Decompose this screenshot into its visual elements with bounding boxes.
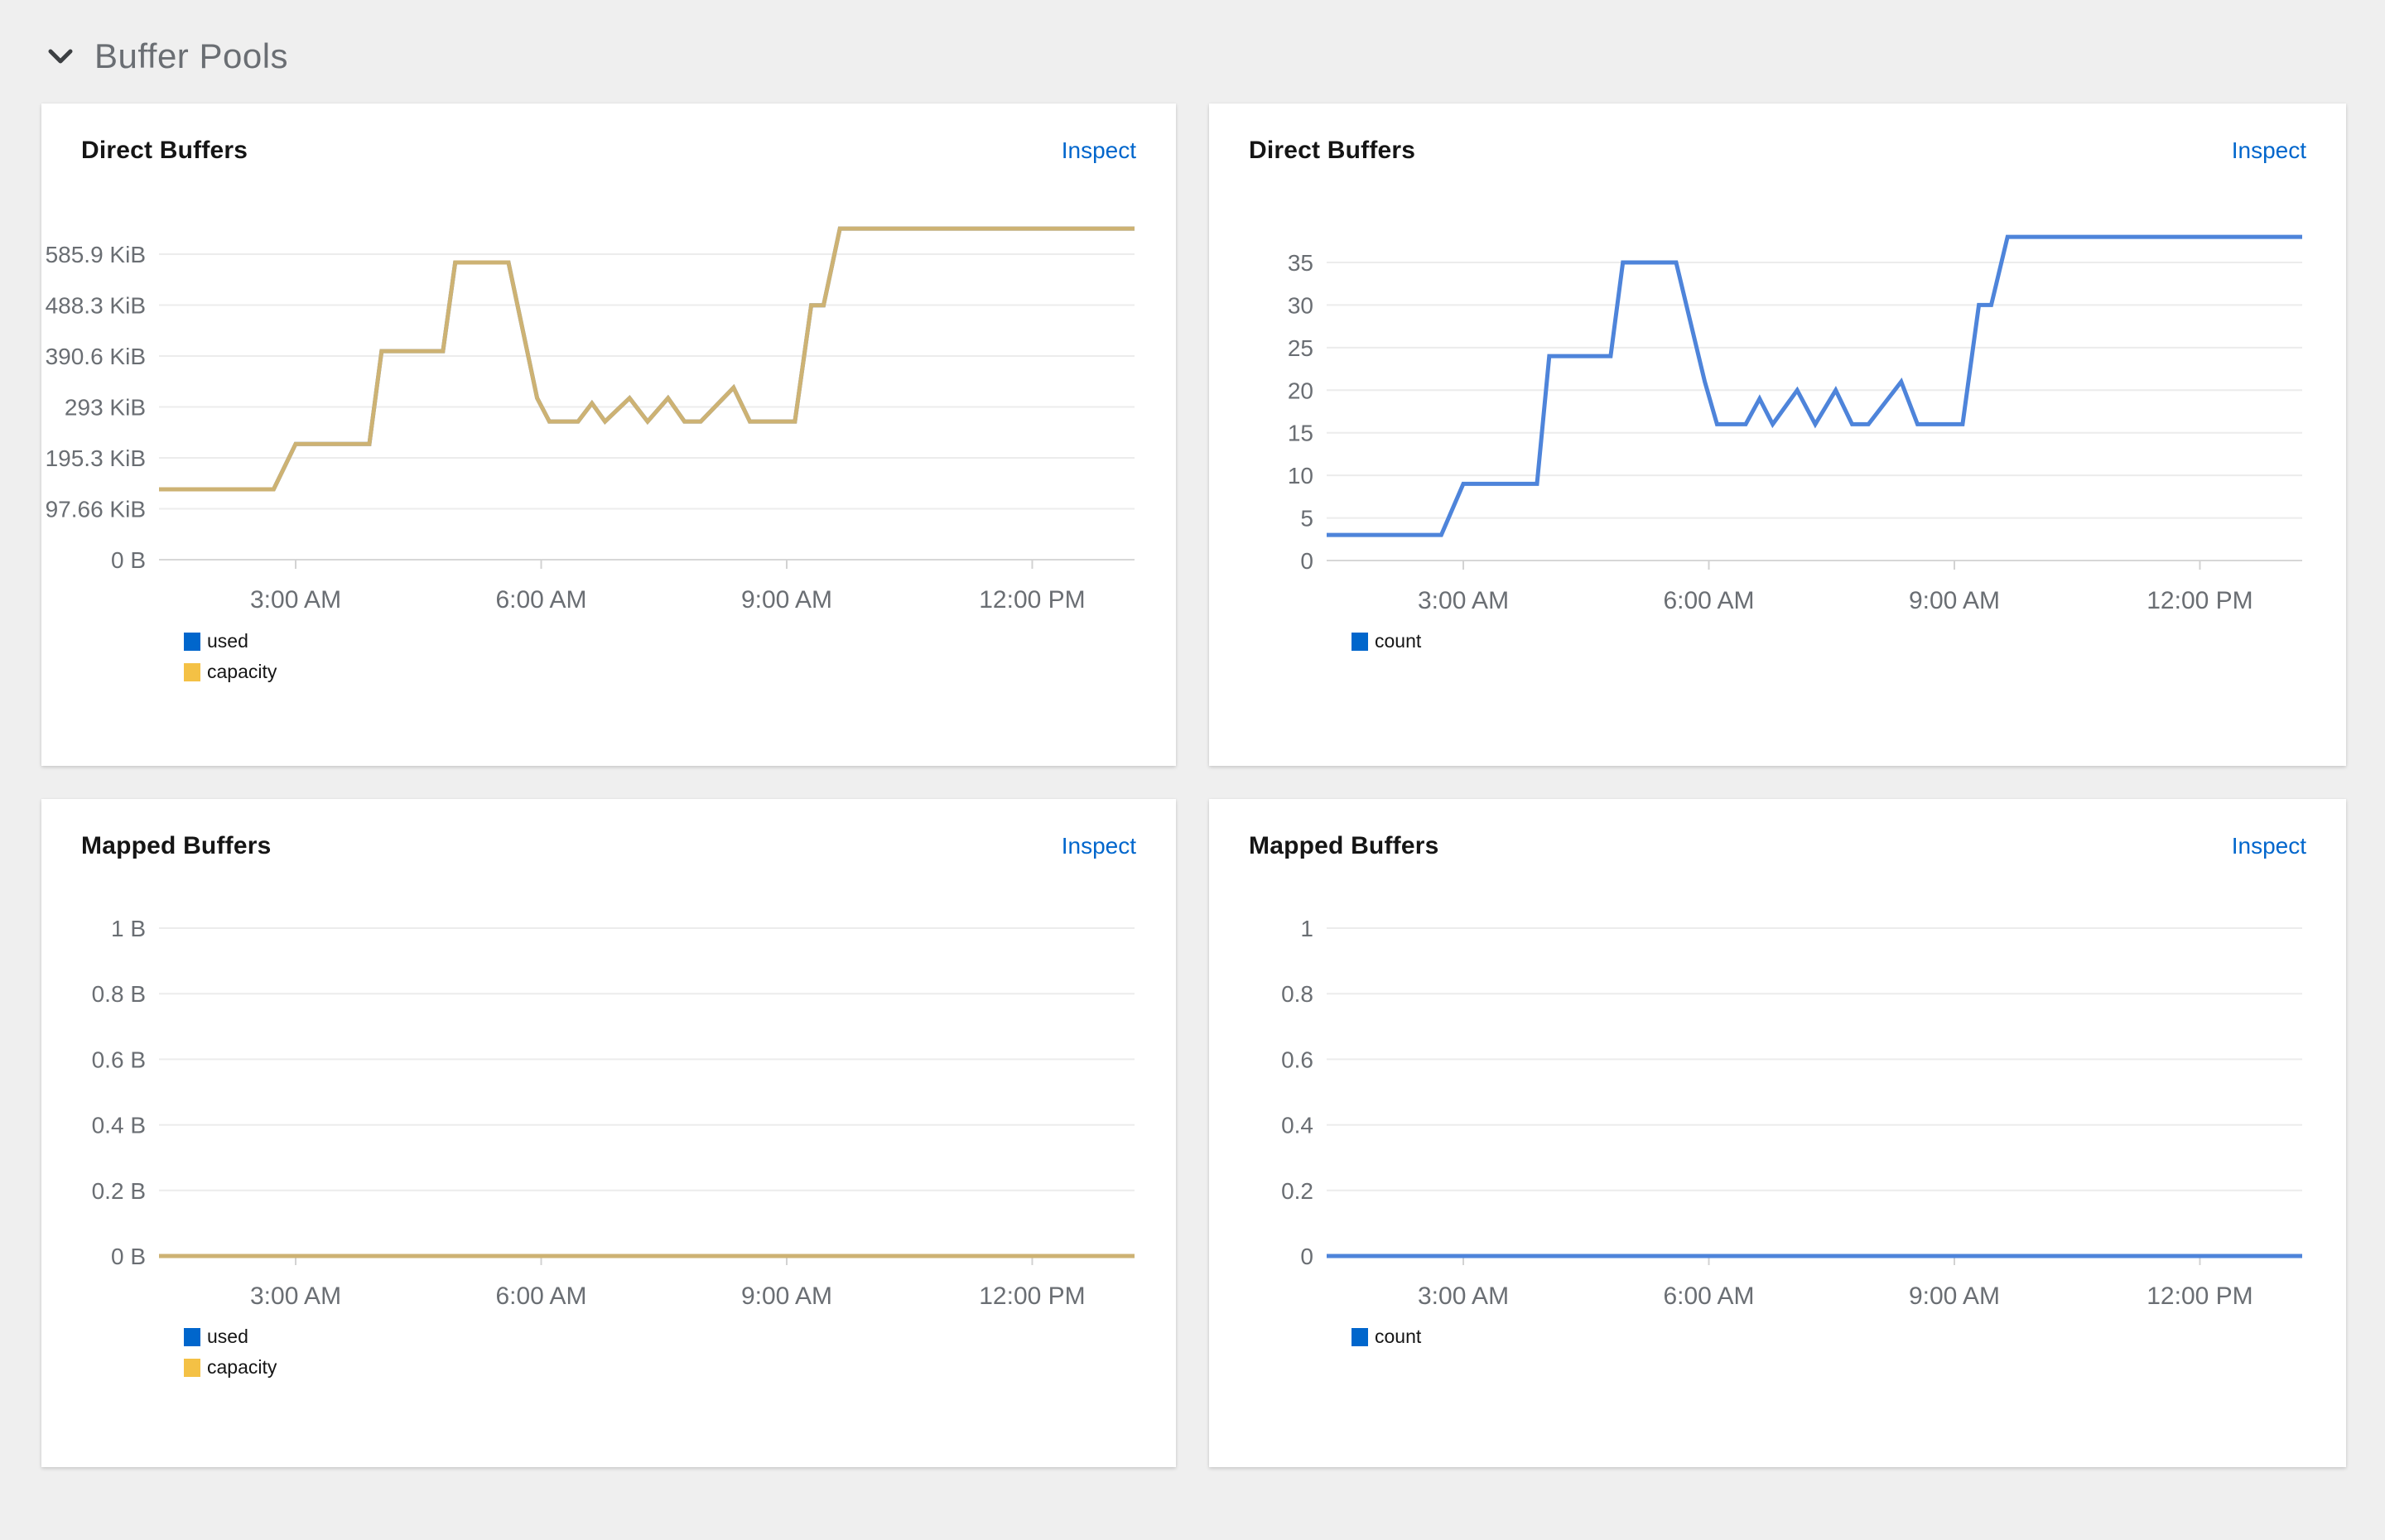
svg-text:15: 15 xyxy=(1288,421,1313,446)
legend-label: count xyxy=(1375,1326,1422,1347)
mapped-buffers-count-chart: 0 0.2 0.4 0.6 0.8 1 3:00 AM 6:00 AM 9:00 AM 12:00… xyxy=(1281,916,2302,1310)
card-title: Direct Buffers xyxy=(1249,137,1416,164)
svg-text:3:00 AM: 3:00 AM xyxy=(1418,587,1509,614)
card-title: Mapped Buffers xyxy=(81,832,272,859)
svg-text:0 B: 0 B xyxy=(111,1244,146,1269)
svg-text:0.8 B: 0.8 B xyxy=(92,981,146,1007)
inspect-link[interactable]: Inspect xyxy=(2231,137,2306,163)
svg-text:3:00 AM: 3:00 AM xyxy=(250,586,341,614)
legend-item-count[interactable]: count xyxy=(1352,1326,1421,1348)
svg-text:0.2: 0.2 xyxy=(1281,1178,1313,1204)
legend-item-capacity[interactable]: capacity xyxy=(184,1356,277,1379)
svg-text:0 B: 0 B xyxy=(111,547,146,573)
svg-text:0.6: 0.6 xyxy=(1281,1047,1313,1072)
section-toggle-buffer-pools[interactable]: Buffer Pools xyxy=(48,36,288,76)
used-legend-swatch xyxy=(184,632,200,651)
section-title: Buffer Pools xyxy=(94,36,289,75)
chevron-down-icon[interactable] xyxy=(48,48,73,65)
svg-text:0: 0 xyxy=(1300,548,1313,574)
svg-text:0.6 B: 0.6 B xyxy=(92,1047,146,1072)
legend-label: capacity xyxy=(207,1356,277,1378)
svg-text:1: 1 xyxy=(1300,916,1313,941)
count-legend-swatch xyxy=(1352,632,1368,651)
svg-text:5: 5 xyxy=(1300,506,1313,532)
svg-text:12:00 PM: 12:00 PM xyxy=(979,1283,1085,1310)
svg-text:488.3 KiB: 488.3 KiB xyxy=(46,292,146,318)
svg-text:12:00 PM: 12:00 PM xyxy=(2146,1283,2252,1310)
mapped-buffers-memory-chart: 0 B 0.2 B 0.4 B 0.6 B 0.8 B 1 B 3:00 AM 6:00 AM… xyxy=(92,916,1135,1310)
direct-buffers-memory-chart: 0 B 97.66 KiB 195.3 KiB 293 KiB 390.6 KiB 488… xyxy=(46,226,1135,614)
legend-item-used[interactable]: used xyxy=(184,630,277,652)
capacity-legend-swatch xyxy=(184,1358,200,1377)
card-title: Direct Buffers xyxy=(81,137,248,164)
card-mapped-buffers-count: Mapped Buffers Inspect 0 0.2 0.4 0.6 0.8 1 3:0… xyxy=(1209,799,2346,1467)
svg-text:1 B: 1 B xyxy=(111,916,146,941)
svg-text:3:00 AM: 3:00 AM xyxy=(250,1283,341,1310)
inspect-link[interactable]: Inspect xyxy=(1061,137,1136,163)
svg-text:0.4: 0.4 xyxy=(1281,1113,1313,1138)
svg-text:6:00 AM: 6:00 AM xyxy=(495,1283,586,1310)
used-legend-swatch xyxy=(184,1327,200,1346)
svg-text:0.8: 0.8 xyxy=(1281,981,1313,1007)
svg-text:9:00 AM: 9:00 AM xyxy=(1909,587,2000,614)
svg-text:6:00 AM: 6:00 AM xyxy=(1663,1283,1754,1310)
legend-label: count xyxy=(1375,630,1422,652)
card-grid: Direct Buffers Inspect 0 B 97.66 KiB 195.3… xyxy=(41,103,2346,1467)
svg-text:25: 25 xyxy=(1288,335,1313,361)
svg-text:390.6 KiB: 390.6 KiB xyxy=(46,344,146,369)
svg-text:9:00 AM: 9:00 AM xyxy=(741,1283,832,1310)
svg-text:293 KiB: 293 KiB xyxy=(65,394,146,420)
svg-text:12:00 PM: 12:00 PM xyxy=(2146,587,2252,614)
legend-label: used xyxy=(207,630,248,652)
svg-text:0: 0 xyxy=(1300,1244,1313,1269)
card-title: Mapped Buffers xyxy=(1249,832,1439,859)
svg-text:3:00 AM: 3:00 AM xyxy=(1418,1283,1509,1310)
card-mapped-buffers-memory: Mapped Buffers Inspect 0 B 0.2 B 0.4 B 0.6 … xyxy=(41,799,1176,1467)
legend-item-capacity[interactable]: capacity xyxy=(184,661,277,683)
svg-text:6:00 AM: 6:00 AM xyxy=(495,586,586,614)
legend-label: used xyxy=(207,1326,248,1347)
legend-label: capacity xyxy=(207,661,277,682)
svg-text:195.3 KiB: 195.3 KiB xyxy=(46,445,146,471)
svg-text:0.2 B: 0.2 B xyxy=(92,1178,146,1204)
legend-item-used[interactable]: used xyxy=(184,1326,277,1348)
svg-text:30: 30 xyxy=(1288,292,1313,318)
inspect-link[interactable]: Inspect xyxy=(2231,833,2306,859)
svg-text:9:00 AM: 9:00 AM xyxy=(1909,1283,2000,1310)
svg-text:12:00 PM: 12:00 PM xyxy=(979,586,1085,614)
direct-buffers-count-chart: 0 5 10 15 20 25 30 35 3:00 AM 6:00 AM 9:00 AM 12:00… xyxy=(1288,234,2302,614)
svg-text:97.66 KiB: 97.66 KiB xyxy=(46,496,146,522)
svg-text:9:00 AM: 9:00 AM xyxy=(741,586,832,614)
svg-text:0.4 B: 0.4 B xyxy=(92,1113,146,1138)
card-direct-buffers-count: Direct Buffers Inspect 0 5 10 15 20 25 30 35 3:0… xyxy=(1209,103,2346,766)
svg-text:585.9 KiB: 585.9 KiB xyxy=(46,242,146,267)
svg-text:20: 20 xyxy=(1288,378,1313,403)
svg-text:6:00 AM: 6:00 AM xyxy=(1663,587,1754,614)
svg-text:10: 10 xyxy=(1288,463,1313,488)
card-direct-buffers-memory: Direct Buffers Inspect 0 B 97.66 KiB 195.3… xyxy=(41,103,1176,766)
inspect-link[interactable]: Inspect xyxy=(1061,833,1136,859)
legend-item-count[interactable]: count xyxy=(1352,630,1421,652)
count-legend-swatch xyxy=(1352,1327,1368,1346)
capacity-legend-swatch xyxy=(184,662,200,681)
svg-text:35: 35 xyxy=(1288,250,1313,276)
